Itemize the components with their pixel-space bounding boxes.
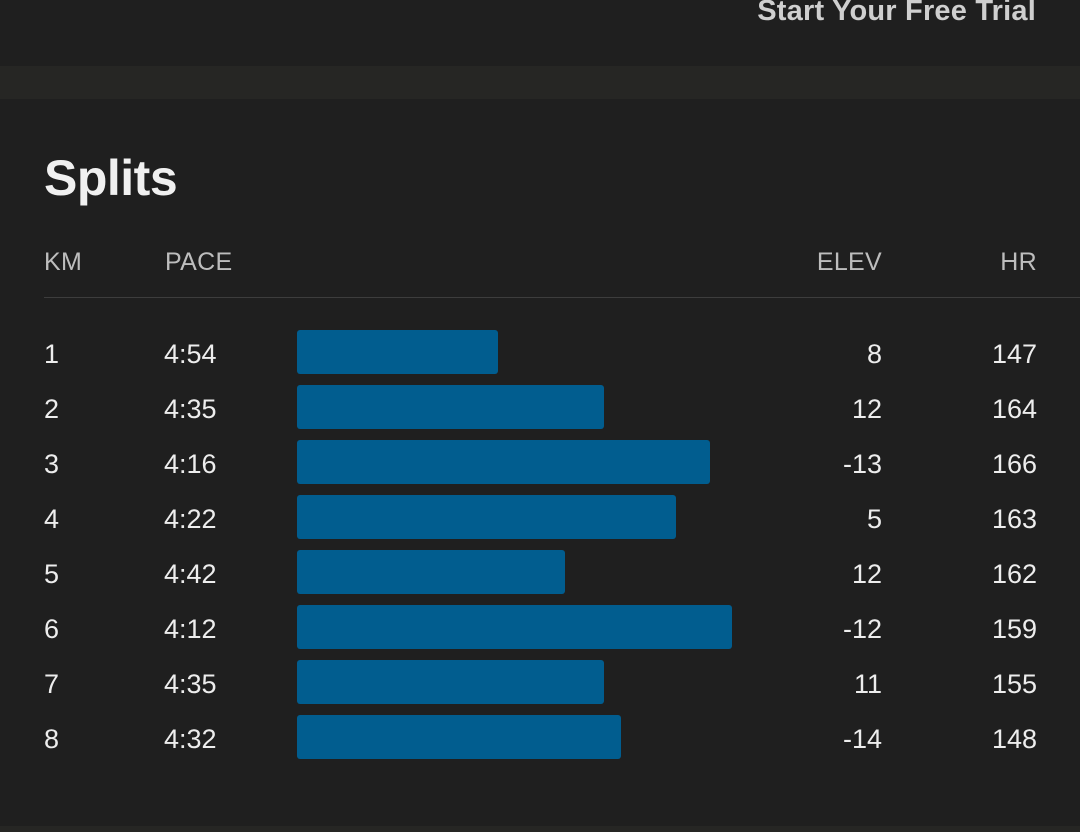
split-elev: 8 xyxy=(866,339,882,369)
column-header-km: KM xyxy=(44,248,83,276)
pace-bar xyxy=(297,440,710,484)
split-row: 1 4:54 8 147 xyxy=(44,330,1080,385)
split-pace: 4:32 xyxy=(164,724,217,754)
split-pace: 4:35 xyxy=(164,669,217,699)
pace-bar xyxy=(297,660,604,704)
split-elev: -13 xyxy=(842,449,882,479)
split-km: 3 xyxy=(44,449,60,479)
split-hr: 155 xyxy=(991,669,1037,699)
pace-bar xyxy=(297,550,565,594)
split-hr: 166 xyxy=(991,449,1037,479)
split-hr: 148 xyxy=(991,724,1037,754)
column-header-pace: PACE xyxy=(165,248,233,276)
split-hr: 159 xyxy=(991,614,1037,644)
split-hr: 163 xyxy=(991,504,1037,534)
split-row: 5 4:42 12 162 xyxy=(44,550,1080,605)
top-bar: Start Your Free Trial xyxy=(0,0,1080,66)
split-km: 7 xyxy=(44,669,60,699)
split-elev: 12 xyxy=(851,559,882,589)
split-row: 4 4:22 5 163 xyxy=(44,495,1080,550)
split-pace: 4:22 xyxy=(164,504,217,534)
split-row: 3 4:16 -13 166 xyxy=(44,440,1080,495)
pace-bar xyxy=(297,715,621,759)
splits-title: Splits xyxy=(44,150,178,206)
split-row: 8 4:32 -14 148 xyxy=(44,715,1080,770)
split-row: 6 4:12 -12 159 xyxy=(44,605,1080,660)
pace-bar xyxy=(297,385,604,429)
split-hr: 147 xyxy=(991,339,1037,369)
split-hr: 164 xyxy=(991,394,1037,424)
split-pace: 4:42 xyxy=(164,559,217,589)
pace-bar xyxy=(297,495,677,539)
split-hr: 162 xyxy=(991,559,1037,589)
column-header-elev: ELEV xyxy=(816,248,882,276)
split-km: 4 xyxy=(44,504,60,534)
split-km: 2 xyxy=(44,394,60,424)
split-row: 7 4:35 11 155 xyxy=(44,660,1080,715)
split-elev: -12 xyxy=(842,614,882,644)
split-km: 5 xyxy=(44,559,60,589)
split-km: 6 xyxy=(44,614,60,644)
bottom-divider xyxy=(0,826,1080,832)
split-pace: 4:16 xyxy=(164,449,217,479)
pace-bar xyxy=(297,330,498,374)
splits-header-row: KM PACE ELEV HR xyxy=(44,248,1080,298)
section-divider xyxy=(0,66,1080,99)
split-elev: 5 xyxy=(866,504,882,534)
column-header-hr: HR xyxy=(1000,248,1037,276)
split-km: 1 xyxy=(44,339,60,369)
split-row: 2 4:35 12 164 xyxy=(44,385,1080,440)
start-free-trial-link[interactable]: Start Your Free Trial xyxy=(757,0,1036,27)
split-pace: 4:12 xyxy=(164,614,217,644)
split-km: 8 xyxy=(44,724,60,754)
split-pace: 4:35 xyxy=(164,394,217,424)
split-elev: 11 xyxy=(853,669,882,699)
split-elev: 12 xyxy=(851,394,882,424)
split-elev: -14 xyxy=(842,724,882,754)
splits-panel: Splits KM PACE ELEV HR 1 4:54 8 147 2 4:35 12 1… xyxy=(0,99,1080,826)
splits-table-body: 1 4:54 8 147 2 4:35 12 164 3 4:16 -13 166 4 4:22 5 163 5… xyxy=(44,330,1080,770)
pace-bar xyxy=(297,605,733,649)
split-pace: 4:54 xyxy=(164,339,217,369)
